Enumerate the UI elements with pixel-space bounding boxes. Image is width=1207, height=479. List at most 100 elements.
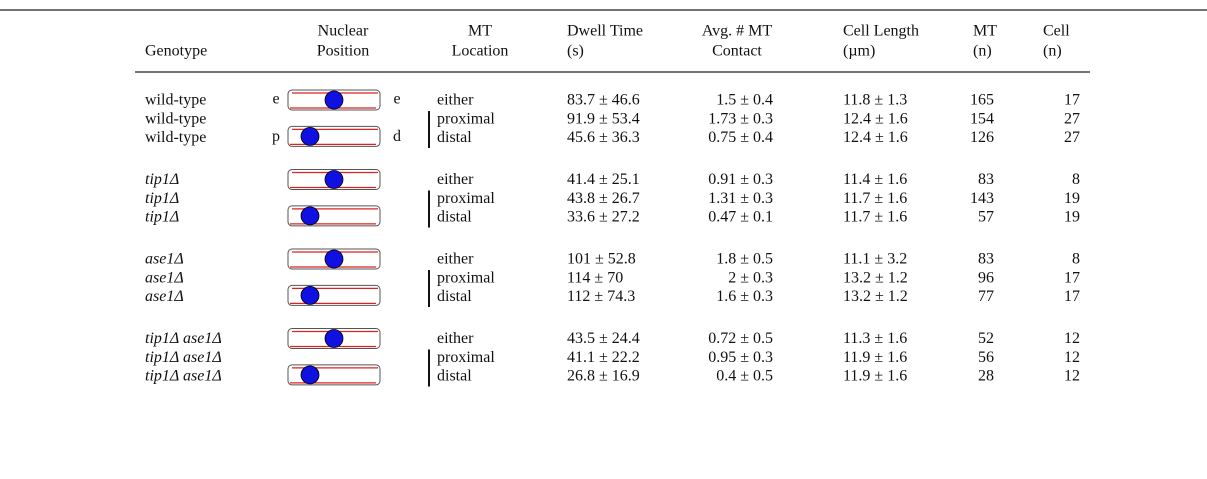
genotype: tip1Δ	[145, 209, 179, 226]
nucleus	[301, 286, 319, 304]
genotype: ase1Δ	[145, 269, 184, 286]
cell-mt-contact: 0.95 ± 0.3	[708, 349, 773, 366]
cell-location: proximal	[437, 349, 495, 366]
nucleus	[325, 91, 343, 109]
cell-cell-n: 12	[1064, 330, 1080, 347]
cell-cell-n: 17	[1064, 269, 1080, 286]
nucleus	[325, 250, 343, 268]
cell-cell-length: 11.3 ± 1.6	[843, 330, 907, 347]
cell-dwell-time: 101 ± 52.8	[567, 251, 636, 268]
column-header: Avg. # MT	[702, 23, 773, 40]
position-mark: e	[272, 91, 279, 108]
cell-mt-n: 143	[970, 190, 994, 207]
genotype: tip1Δ	[145, 171, 179, 188]
cell-dwell-time: 43.5 ± 24.4	[567, 330, 640, 347]
cell-cell-n: 17	[1064, 288, 1080, 305]
cell-location: proximal	[437, 269, 495, 286]
genotype: tip1Δ	[145, 190, 179, 207]
position-mark: e	[393, 91, 400, 108]
cell-cell-n: 19	[1064, 190, 1080, 207]
cell-cell-n: 8	[1072, 171, 1080, 188]
cell-location: distal	[437, 209, 472, 226]
position-mark: p	[272, 128, 280, 145]
cell-cell-length: 11.8 ± 1.3	[843, 92, 907, 109]
cell-dwell-time: 33.6 ± 27.2	[567, 209, 640, 226]
cell-cell-n: 12	[1064, 368, 1080, 385]
cell-location: either	[437, 251, 474, 268]
nucleus	[325, 330, 343, 348]
cell-mt-n: 83	[978, 171, 994, 188]
column-header: Dwell Time	[567, 23, 643, 40]
cell-mt-contact: 1.6 ± 0.3	[716, 288, 773, 305]
nucleus	[301, 127, 319, 145]
nucleus	[301, 207, 319, 225]
cell-cell-length: 11.4 ± 1.6	[843, 171, 907, 188]
cell-cell-length: 12.4 ± 1.6	[843, 110, 908, 127]
column-header: Genotype	[145, 43, 207, 60]
cell-mt-n: 52	[978, 330, 994, 347]
cell-location: proximal	[437, 110, 495, 127]
cell-mt-contact: 1.5 ± 0.4	[716, 92, 773, 109]
column-header: Contact	[712, 43, 762, 60]
column-header: Cell	[1043, 23, 1070, 40]
cell-cell-n: 12	[1064, 349, 1080, 366]
column-header: (µm)	[843, 43, 875, 60]
cell-dwell-time: 26.8 ± 16.9	[567, 368, 640, 385]
cell-mt-contact: 2 ± 0.3	[728, 269, 773, 286]
position-mark: d	[393, 128, 401, 145]
cell-cell-length: 11.7 ± 1.6	[843, 209, 907, 226]
genotype: ase1Δ	[145, 288, 184, 305]
genotype: tip1Δ ase1Δ	[145, 349, 222, 366]
cell-mt-contact: 0.72 ± 0.5	[708, 330, 773, 347]
cell-cell-length: 11.9 ± 1.6	[843, 349, 907, 366]
genotype: wild-type	[145, 129, 206, 146]
genotype: tip1Δ ase1Δ	[145, 330, 222, 347]
table-figure: GenotypeNuclearPositionMTLocationDwell T…	[0, 0, 1207, 479]
cell-mt-contact: 1.31 ± 0.3	[708, 190, 773, 207]
cell-mt-n: 57	[978, 209, 994, 226]
cell-dwell-time: 112 ± 74.3	[567, 288, 635, 305]
cell-dwell-time: 45.6 ± 36.3	[567, 129, 640, 146]
cell-mt-n: 77	[978, 288, 994, 305]
cell-cell-n: 8	[1072, 251, 1080, 268]
cell-cell-n: 19	[1064, 209, 1080, 226]
cell-dwell-time: 41.4 ± 25.1	[567, 171, 640, 188]
column-header: Cell Length	[843, 23, 919, 40]
cell-cell-length: 11.9 ± 1.6	[843, 368, 907, 385]
genotype: ase1Δ	[145, 251, 184, 268]
cell-cell-length: 13.2 ± 1.2	[843, 288, 908, 305]
column-header: (n)	[1043, 43, 1062, 60]
column-header: Location	[452, 43, 509, 60]
cell-mt-n: 126	[970, 129, 994, 146]
cell-mt-n: 28	[978, 368, 994, 385]
cell-location: distal	[437, 129, 472, 146]
cell-cell-length: 11.1 ± 3.2	[843, 251, 907, 268]
column-header: Nuclear	[318, 23, 369, 40]
cell-location: proximal	[437, 190, 495, 207]
column-header: (s)	[567, 43, 584, 60]
cell-cell-n: 27	[1064, 110, 1080, 127]
genotype: wild-type	[145, 110, 206, 127]
column-header: MT	[973, 23, 997, 40]
cell-dwell-time: 43.8 ± 26.7	[567, 190, 640, 207]
cell-mt-n: 96	[978, 269, 994, 286]
column-header: (n)	[973, 43, 992, 60]
cell-cell-length: 13.2 ± 1.2	[843, 269, 908, 286]
cell-dwell-time: 91.9 ± 53.4	[567, 110, 640, 127]
cell-mt-n: 83	[978, 251, 994, 268]
cell-mt-contact: 0.91 ± 0.3	[708, 171, 773, 188]
cell-mt-n: 165	[970, 92, 994, 109]
cell-mt-contact: 1.73 ± 0.3	[708, 110, 773, 127]
cell-cell-length: 11.7 ± 1.6	[843, 190, 907, 207]
genotype: tip1Δ ase1Δ	[145, 368, 222, 385]
nucleus	[301, 366, 319, 384]
cell-location: distal	[437, 368, 472, 385]
nucleus	[325, 171, 343, 189]
cell-location: either	[437, 92, 474, 109]
cell-dwell-time: 114 ± 70	[567, 269, 623, 286]
cell-cell-n: 27	[1064, 129, 1080, 146]
cell-mt-contact: 1.8 ± 0.5	[716, 251, 773, 268]
cell-mt-n: 56	[978, 349, 994, 366]
cell-location: either	[437, 171, 474, 188]
genotype: wild-type	[145, 92, 206, 109]
